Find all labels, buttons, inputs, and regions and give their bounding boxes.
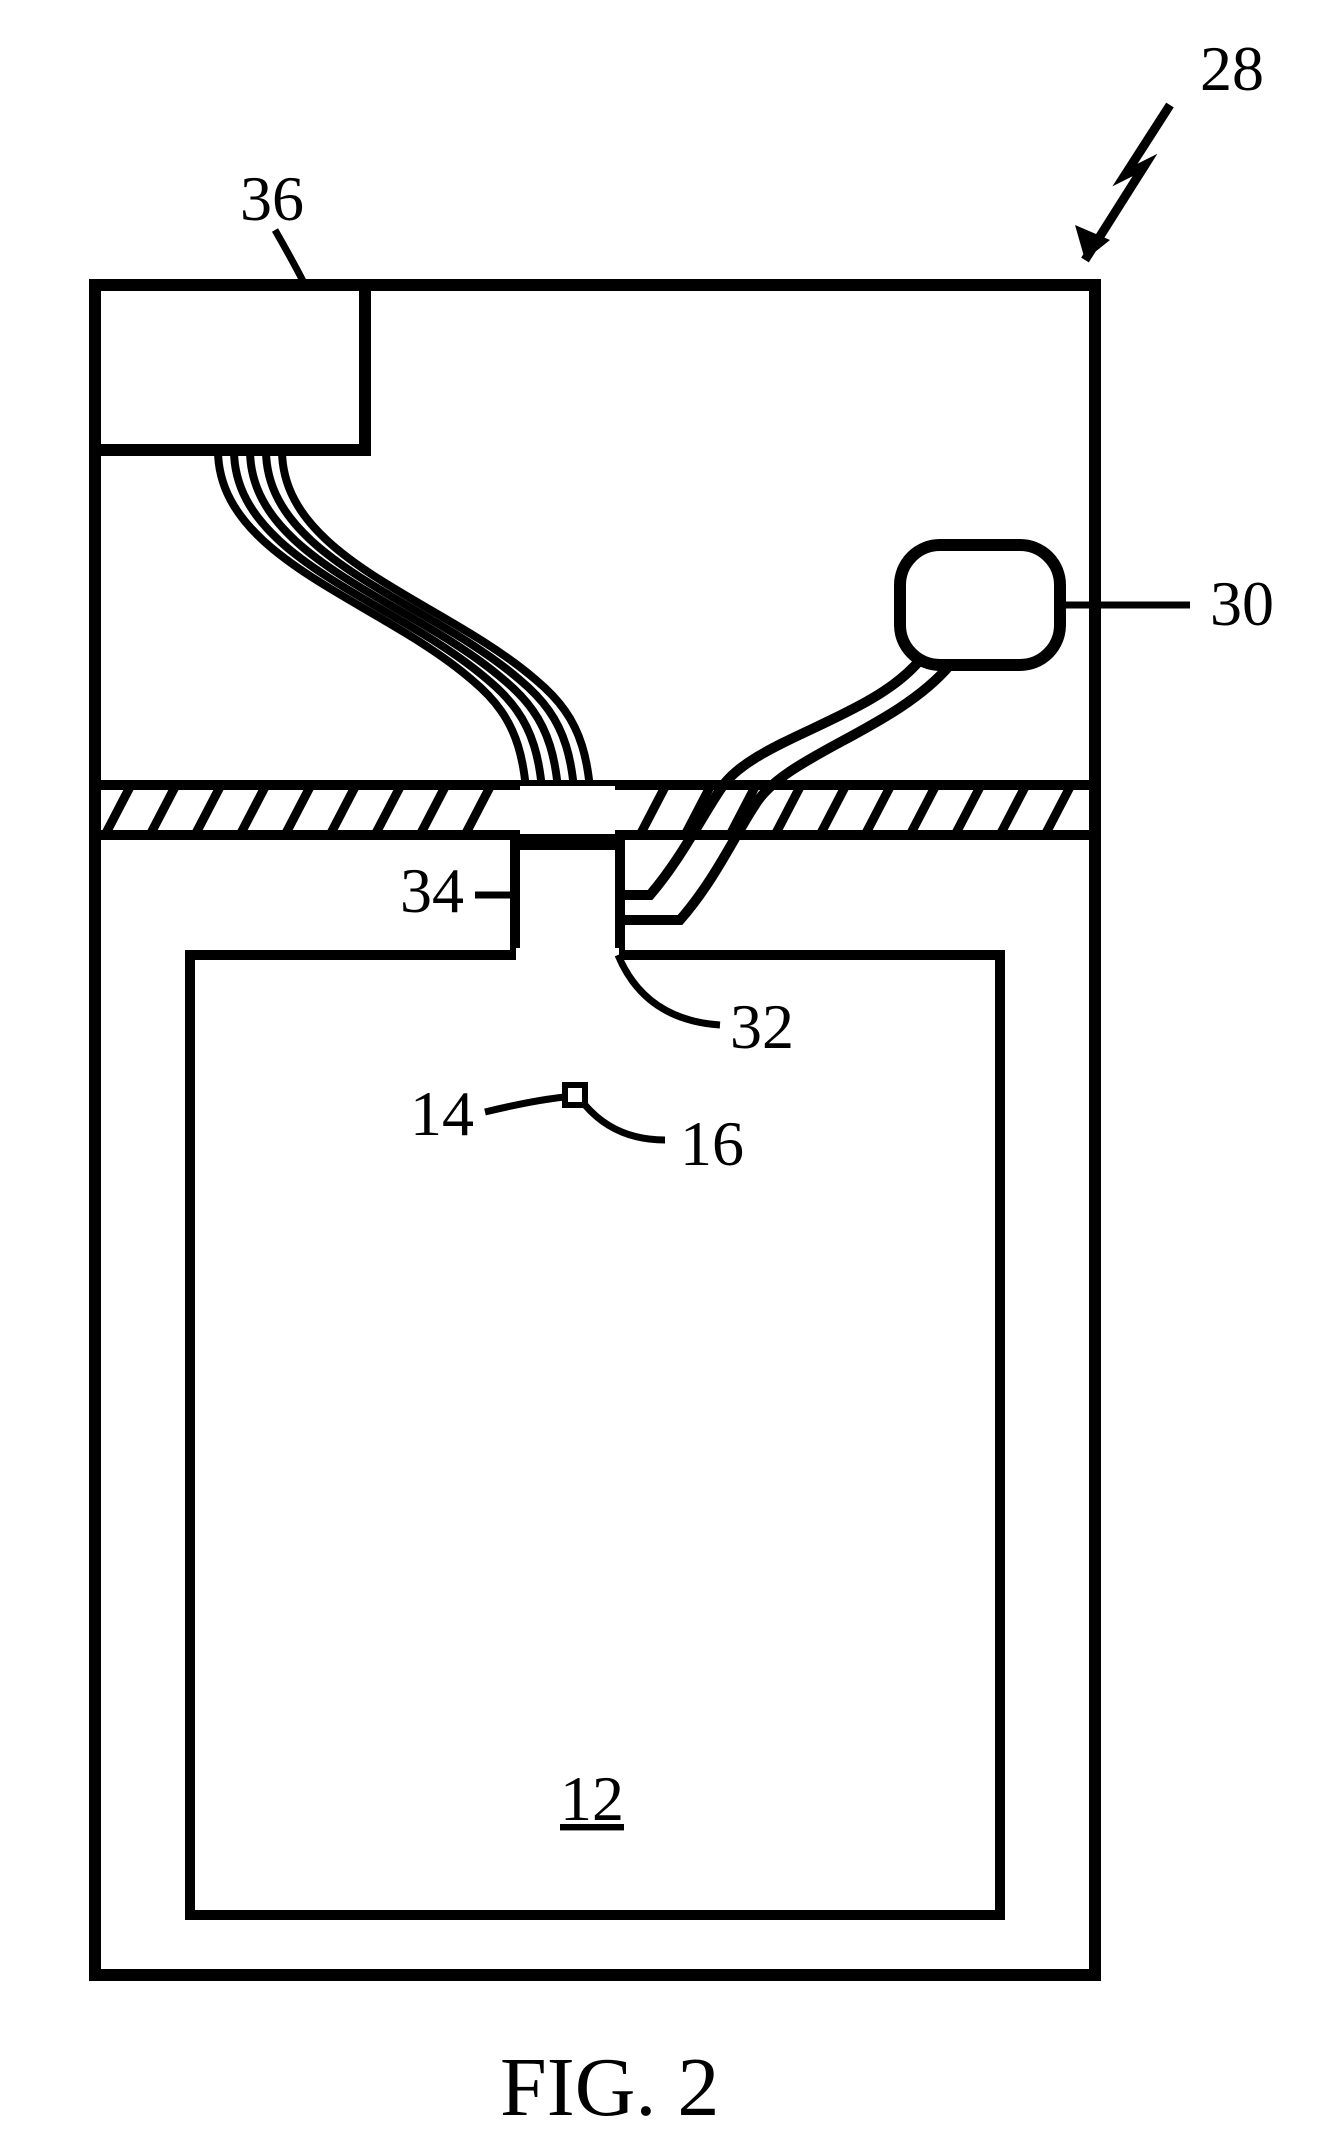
figure-container: 28 36 30 34 32 14 16 12 FIG. 2 [0,0,1334,2150]
lead-36 [275,230,305,285]
top-block [95,285,365,450]
outer-frame [95,285,1095,1975]
label-30: 30 [1210,568,1274,639]
small-target-square [565,1085,585,1105]
figure-svg: 28 36 30 34 32 14 16 12 FIG. 2 [0,0,1334,2150]
label-34: 34 [400,855,464,926]
label-14: 14 [410,1078,474,1149]
rounded-component [900,545,1060,665]
figure-caption: FIG. 2 [500,2041,719,2134]
lead-16 [585,1105,665,1140]
label-16: 16 [680,1108,744,1179]
label-36: 36 [240,163,304,234]
label-28: 28 [1200,33,1264,104]
label-12: 12 [560,1763,624,1834]
label-32: 32 [730,991,794,1062]
lead-14 [485,1097,565,1112]
lead-32 [618,955,720,1025]
assembly-arrow [1075,105,1170,260]
connector-box [515,845,620,955]
